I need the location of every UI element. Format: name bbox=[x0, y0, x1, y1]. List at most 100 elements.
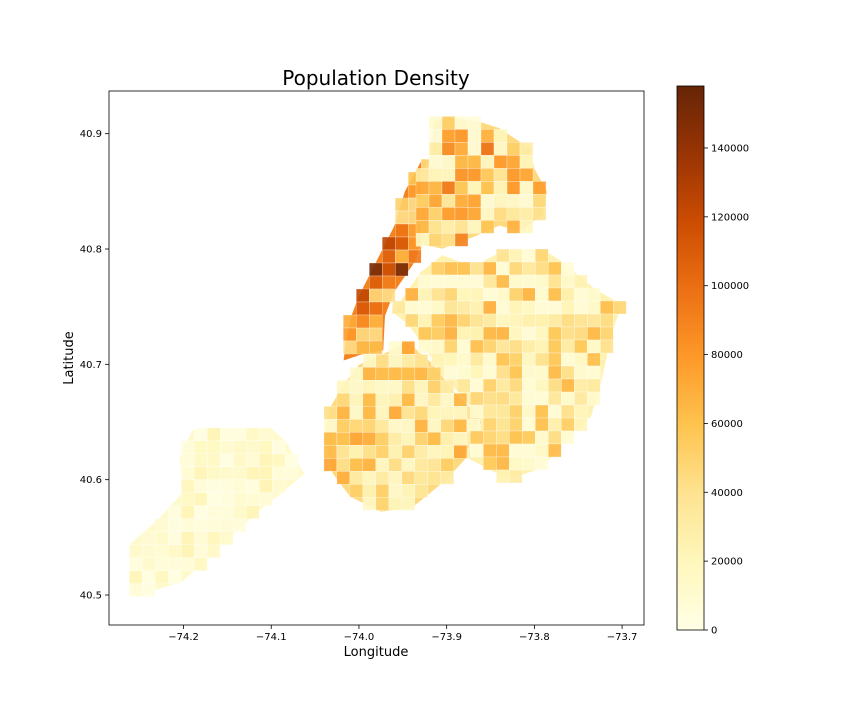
tract-brooklyn bbox=[362, 367, 377, 381]
tract-queens bbox=[548, 274, 562, 289]
tract-brooklyn bbox=[362, 497, 377, 511]
tract-queens bbox=[548, 287, 562, 302]
tract-queens bbox=[548, 430, 562, 445]
tract-staten-island bbox=[194, 440, 208, 454]
tract-brooklyn bbox=[427, 367, 442, 381]
tract-staten-island bbox=[246, 479, 260, 493]
tract-staten-island bbox=[168, 531, 182, 545]
tract-queens bbox=[457, 339, 471, 354]
y-tick-label: 40.9 bbox=[80, 129, 102, 140]
tract-queens bbox=[509, 326, 523, 341]
tract-staten-island bbox=[233, 466, 247, 480]
tract-manhattan bbox=[408, 249, 422, 264]
tract-staten-island bbox=[207, 544, 221, 558]
tract-queens bbox=[561, 261, 575, 276]
y-tick-label: 40.8 bbox=[80, 245, 102, 256]
tract-queens bbox=[535, 261, 549, 276]
tract-staten-island bbox=[220, 440, 234, 454]
tract-queens bbox=[418, 326, 432, 341]
tract-queens bbox=[509, 300, 523, 315]
tract-staten-island bbox=[181, 505, 195, 519]
tract-queens bbox=[470, 430, 484, 445]
tract-staten-island bbox=[233, 479, 247, 493]
tract-queens bbox=[457, 326, 471, 341]
tract-queens bbox=[483, 313, 497, 328]
colorbar-tick-label: 20000 bbox=[711, 557, 743, 568]
tract-brooklyn bbox=[336, 406, 351, 420]
tract-manhattan bbox=[369, 288, 383, 303]
tract-bronx bbox=[493, 129, 508, 143]
tract-bronx bbox=[415, 181, 430, 195]
tract-brooklyn bbox=[414, 406, 429, 420]
tract-bronx bbox=[441, 233, 456, 247]
tract-staten-island bbox=[142, 583, 156, 597]
tract-queens bbox=[574, 326, 588, 341]
tract-queens bbox=[483, 443, 497, 458]
tract-brooklyn bbox=[349, 406, 364, 420]
tract-brooklyn bbox=[375, 484, 390, 498]
tract-brooklyn bbox=[414, 445, 429, 459]
tract-queens bbox=[470, 352, 484, 367]
tract-staten-island bbox=[181, 544, 195, 558]
tract-queens bbox=[535, 326, 549, 341]
tract-brooklyn bbox=[375, 497, 390, 511]
tract-queens bbox=[509, 261, 523, 276]
tract-bronx bbox=[480, 181, 495, 195]
tract-queens bbox=[548, 378, 562, 393]
tract-brooklyn bbox=[388, 432, 403, 446]
tract-bronx bbox=[428, 181, 443, 195]
tract-staten-island bbox=[233, 518, 247, 532]
tract-queens bbox=[431, 287, 445, 302]
tract-brooklyn bbox=[388, 341, 403, 355]
tract-staten-island bbox=[220, 531, 234, 545]
tract-brooklyn bbox=[401, 380, 416, 394]
tract-queens bbox=[587, 300, 601, 315]
tract-staten-island bbox=[233, 492, 247, 506]
tract-queens bbox=[535, 313, 549, 328]
tract-queens bbox=[587, 326, 601, 341]
tract-bronx bbox=[415, 194, 430, 208]
tract-staten-island bbox=[155, 570, 169, 584]
tract-queens bbox=[483, 404, 497, 419]
tract-brooklyn bbox=[336, 458, 351, 472]
tract-queens bbox=[496, 417, 510, 432]
tract-bronx bbox=[428, 194, 443, 208]
tract-brooklyn bbox=[414, 458, 429, 472]
tract-staten-island bbox=[220, 466, 234, 480]
tract-bronx bbox=[428, 155, 443, 169]
tract-brooklyn bbox=[349, 393, 364, 407]
tract-bronx bbox=[454, 155, 469, 169]
tract-queens bbox=[600, 313, 614, 328]
tract-queens bbox=[548, 365, 562, 380]
tract-queens bbox=[496, 261, 510, 276]
tract-staten-island bbox=[246, 453, 260, 467]
tract-queens bbox=[548, 313, 562, 328]
tract-staten-island bbox=[155, 544, 169, 558]
tract-queens bbox=[431, 300, 445, 315]
tract-queens bbox=[457, 365, 471, 380]
tract-manhattan bbox=[356, 314, 370, 329]
tract-bronx bbox=[428, 220, 443, 234]
tract-brooklyn bbox=[388, 367, 403, 381]
tract-staten-island bbox=[155, 557, 169, 571]
tract-brooklyn bbox=[466, 419, 481, 433]
tract-manhattan bbox=[395, 236, 409, 251]
tract-queens bbox=[431, 352, 445, 367]
tract-queens bbox=[535, 339, 549, 354]
tract-brooklyn bbox=[336, 471, 351, 485]
tract-queens bbox=[574, 274, 588, 289]
tract-bronx bbox=[441, 168, 456, 182]
tract-manhattan bbox=[356, 340, 370, 355]
tract-bronx bbox=[467, 142, 482, 156]
tract-brooklyn bbox=[362, 380, 377, 394]
tract-staten-island bbox=[129, 544, 143, 558]
tract-brooklyn bbox=[401, 458, 416, 472]
tract-queens bbox=[509, 404, 523, 419]
tract-manhattan bbox=[382, 275, 396, 290]
tract-queens bbox=[431, 261, 445, 276]
tract-staten-island bbox=[272, 453, 286, 467]
tract-queens bbox=[509, 248, 523, 263]
tract-brooklyn bbox=[427, 471, 442, 485]
tract-staten-island bbox=[129, 570, 143, 584]
tract-queens bbox=[509, 352, 523, 367]
